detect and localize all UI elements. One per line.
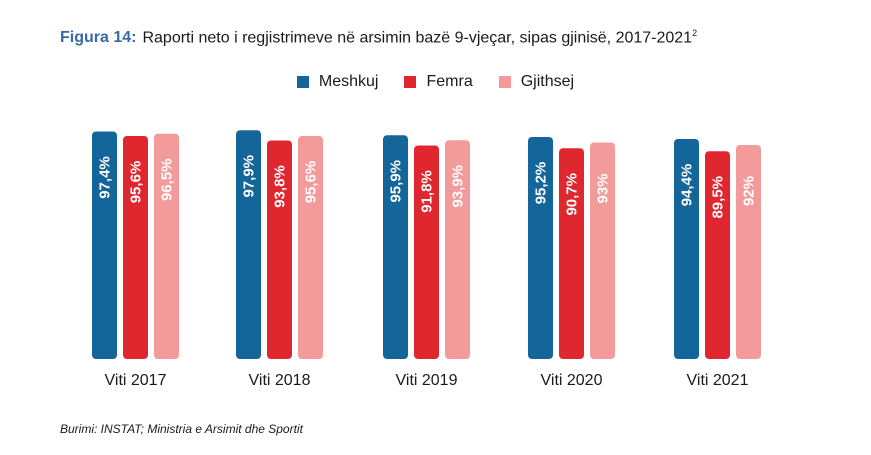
- bar-femra-2021: [705, 151, 730, 359]
- data-label-gjithsej-2019: 93,9%: [450, 165, 467, 208]
- data-label-meshkuj-2019: 95,9%: [388, 160, 405, 203]
- category-label: Viti 2021: [687, 372, 749, 389]
- bar-femra-2020: [559, 148, 584, 359]
- legend-item-femra: Femra: [404, 73, 473, 91]
- data-label-femra-2019: 91,8%: [419, 170, 436, 213]
- bar-gjithsej-2018: [298, 136, 323, 359]
- legend-swatch-gjithsej: [498, 76, 511, 88]
- legend-swatch-femra: [404, 76, 417, 88]
- legend-item-meshkuj: Meshkuj: [296, 73, 379, 91]
- source-note: Burimi: INSTAT; Ministria e Arsimit dhe …: [60, 422, 303, 436]
- legend-label-gjithsej: Gjithsej: [520, 73, 575, 90]
- category-label: Viti 2017: [105, 372, 167, 389]
- figure-label: Figura 14:: [60, 29, 137, 47]
- chart-title: Figura 14: Raporti neto i regjistrimeve n…: [60, 28, 697, 47]
- bar-gjithsej-2021: [736, 145, 761, 359]
- data-label-femra-2018: 93,8%: [272, 165, 289, 208]
- legend-label-femra: Femra: [426, 73, 473, 90]
- data-label-meshkuj-2018: 97,9%: [241, 155, 258, 198]
- data-label-femra-2021: 89,5%: [710, 176, 727, 219]
- bar-meshkuj-2019: [383, 135, 408, 359]
- bar-meshkuj-2021: [674, 139, 699, 359]
- legend-swatch-meshkuj: [296, 76, 309, 88]
- data-label-gjithsej-2017: 96,5%: [159, 158, 176, 201]
- legend: Meshkuj Femra Gjithsej: [0, 73, 871, 91]
- data-label-meshkuj-2020: 95,2%: [533, 162, 550, 205]
- footnote-mark: 2: [692, 28, 698, 38]
- data-label-femra-2017: 95,6%: [128, 161, 145, 204]
- bar-meshkuj-2020: [528, 137, 553, 359]
- bar-femra-2019: [414, 145, 439, 359]
- data-label-meshkuj-2021: 94,4%: [679, 164, 696, 207]
- bar-femra-2017: [123, 136, 148, 359]
- bar-meshkuj-2017: [92, 131, 117, 359]
- bar-femra-2018: [267, 140, 292, 359]
- legend-item-gjithsej: Gjithsej: [498, 73, 575, 91]
- data-label-gjithsej-2020: 93%: [595, 173, 612, 203]
- category-label: Viti 2018: [249, 372, 311, 389]
- bar-gjithsej-2017: [154, 133, 179, 359]
- title-text: Raporti neto i regjistrimeve në arsimin …: [142, 29, 693, 47]
- data-label-gjithsej-2021: 92%: [741, 176, 758, 206]
- bar-meshkuj-2018: [236, 130, 261, 359]
- data-label-femra-2020: 90,7%: [564, 173, 581, 216]
- bar-gjithsej-2020: [590, 142, 615, 359]
- legend-label-meshkuj: Meshkuj: [318, 73, 379, 90]
- bar-gjithsej-2019: [445, 140, 470, 359]
- data-label-gjithsej-2018: 95,6%: [303, 161, 320, 204]
- category-label: Viti 2020: [541, 372, 603, 389]
- data-label-meshkuj-2017: 97,4%: [97, 156, 114, 199]
- category-label: Viti 2019: [396, 372, 458, 389]
